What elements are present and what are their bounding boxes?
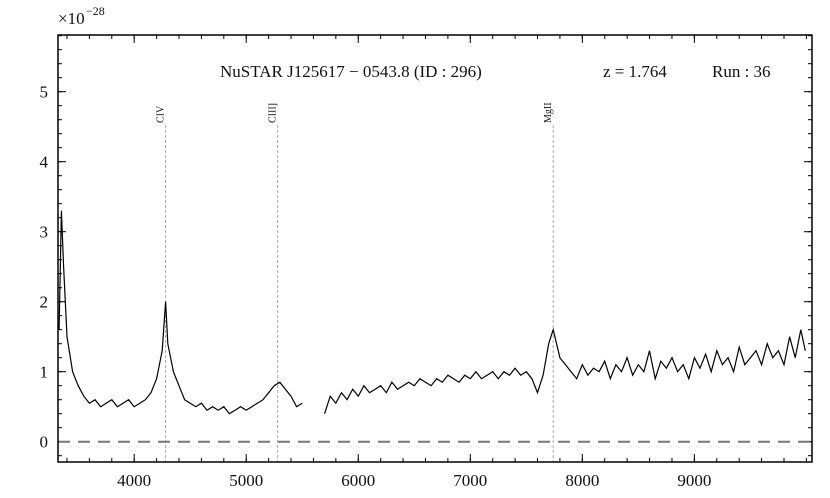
annotation: Run : 36 xyxy=(712,62,771,81)
y-tick-label: 0 xyxy=(40,433,49,452)
emission-line-label: MgII xyxy=(543,102,554,123)
y-offset-base: ×10 xyxy=(58,9,85,28)
x-tick-label: 7000 xyxy=(453,471,487,490)
y-tick-label: 1 xyxy=(40,363,49,382)
annotation: z = 1.764 xyxy=(603,62,667,81)
y-tick-label: 5 xyxy=(40,83,49,102)
plot-frame xyxy=(57,34,813,463)
emission-line-label: CIII] xyxy=(268,103,279,123)
y-tick-label: 2 xyxy=(40,293,49,312)
y-tick-label: 4 xyxy=(40,153,49,172)
x-tick-label: 5000 xyxy=(229,471,263,490)
emission-line-label: CIV xyxy=(156,105,167,123)
x-tick-label: 9000 xyxy=(677,471,711,490)
spectrum-line xyxy=(58,210,806,415)
x-tick-label: 8000 xyxy=(565,471,599,490)
annotation: NuSTAR J125617 − 0543.8 (ID : 296) xyxy=(220,62,482,81)
y-tick-label: 3 xyxy=(40,223,49,242)
y-offset-exponent: −28 xyxy=(86,4,105,18)
x-tick-label: 4000 xyxy=(117,471,151,490)
x-tick-label: 6000 xyxy=(341,471,375,490)
